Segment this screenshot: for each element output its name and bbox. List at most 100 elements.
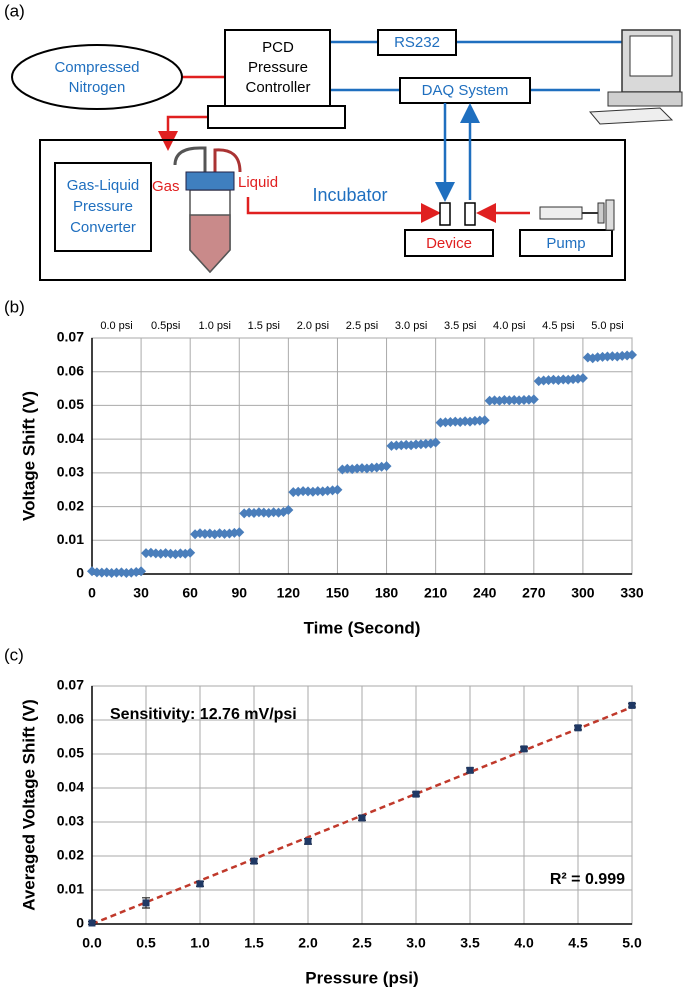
incubator-label: Incubator [312,185,387,205]
y-tick-label: 0.02 [57,847,84,863]
data-point [628,701,636,709]
controller-label: Controller [245,79,310,96]
data-point [263,507,274,518]
data-point [249,507,259,518]
x-tick-label: 0 [88,585,96,601]
liquid-line [246,197,441,223]
data-point [412,790,420,798]
computer-icon [588,29,683,125]
nitrogen-label: Compressed [54,59,139,76]
data-point [234,527,245,538]
panel-label: (a) [4,1,25,20]
y-tick-label: 0 [76,915,84,931]
annotation: Sensitivity: 12.76 mV/psi [110,706,297,723]
controller-label: Pressure [248,59,308,76]
y-tick-label: 0.06 [57,711,84,727]
y-tick-label: 0.01 [57,881,84,897]
x-tick-label: 0.0 [82,935,102,951]
converter-box [54,162,152,252]
y-tick-label: 0.06 [57,362,84,378]
x-tick-label: 30 [133,585,149,601]
data-point [574,724,582,732]
gas-label: Gas [152,178,180,195]
x-tick-label: 2.5 [352,935,372,951]
gas-line [158,115,210,151]
data-point [627,349,637,360]
device-label: Device [426,235,472,252]
plot-area [91,337,633,575]
y-tick-label: 0.04 [57,779,84,795]
x-tick-label: 180 [375,585,399,601]
annotation: 1.5 psi [248,320,280,332]
x-tick-label: 60 [182,585,198,601]
x-tick-label: 3.5 [460,935,480,951]
converter-label: Converter [70,219,136,236]
x-tick-label: 1.0 [190,935,210,951]
data-point [332,484,343,495]
x-tick-label: 120 [277,585,301,601]
x-tick-label: 4.0 [514,935,534,951]
x-axis-label: Pressure (psi) [305,968,418,987]
x-tick-label: 90 [231,585,247,601]
y-tick-label: 0.07 [57,677,84,693]
data-point [528,394,539,405]
x-tick-label: 0.5 [136,935,156,951]
panel-label: (c) [4,645,24,664]
annotation: 2.5 psi [346,320,378,332]
x-tick-label: 4.5 [568,935,588,951]
data-point [185,547,196,558]
annotation: 4.0 psi [493,320,525,332]
data-point [577,373,588,384]
data-point [136,566,147,577]
pump-box [519,229,613,257]
y-tick-label: 0.03 [57,813,84,829]
pump-label: Pump [546,235,585,252]
x-tick-label: 300 [571,585,595,601]
vial [173,146,242,274]
y-tick-label: 0.01 [57,531,84,547]
y-tick-label: 0.07 [57,329,84,345]
annotation: 4.5 psi [542,320,574,332]
x-tick-label: 150 [326,585,350,601]
y-tick-label: 0.05 [57,396,84,412]
x-tick-label: 3.0 [406,935,426,951]
x-tick-label: 1.5 [244,935,264,951]
y-axis-label: Voltage Shift (V) [19,391,38,521]
data-point [304,837,312,845]
y-tick-label: 0 [76,565,84,581]
liquid-label: Liquid [238,174,278,191]
annotation: R² = 0.999 [550,871,625,888]
port [439,202,451,226]
setup-diagram: Compressed Nitrogen PCD Pressure Control… [11,29,683,281]
x-axis-label: Time (Second) [304,618,421,637]
port [464,202,476,226]
data-point [283,504,294,515]
converter-label: Pressure [73,198,133,215]
annotation: 0.0 psi [100,320,132,332]
annotation: 1.0 psi [199,320,231,332]
daq-label: DAQ System [422,82,509,99]
panel-label: (b) [4,297,25,316]
x-tick-label: 240 [473,585,497,601]
y-tick-label: 0.05 [57,745,84,761]
x-tick-label: 5.0 [622,935,642,951]
incubator-box [39,139,626,281]
controller-base [207,105,346,129]
annotation: 2.0 psi [297,320,329,332]
annotation: 5.0 psi [591,320,623,332]
data-point [381,461,392,472]
data-point [142,899,150,907]
x-tick-label: 330 [620,585,644,601]
annotation: 0.5psi [151,320,180,332]
y-tick-label: 0.02 [57,497,84,513]
nitrogen-ellipse [11,44,183,110]
data-point [358,814,366,822]
nitrogen-label: Nitrogen [69,79,126,96]
annotation: 3.5 psi [444,320,476,332]
data-point [520,745,528,753]
controller-label: PCD [262,39,294,56]
annotation: 3.0 psi [395,320,427,332]
x-tick-label: 270 [522,585,546,601]
data-point [250,857,258,865]
